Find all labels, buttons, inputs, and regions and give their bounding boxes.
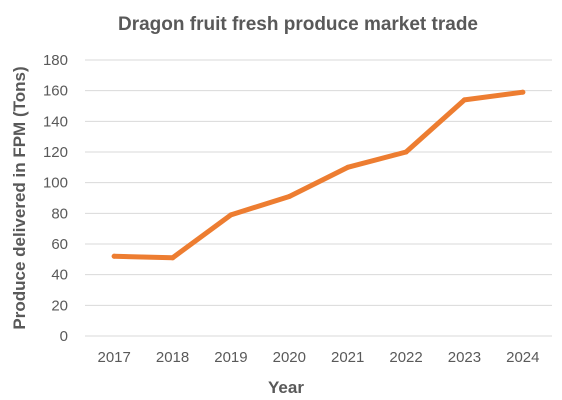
- x-tick-label: 2020: [273, 349, 306, 366]
- y-tick-label: 160: [43, 83, 68, 100]
- gridlines: [85, 59, 552, 337]
- x-tick-label: 2021: [331, 349, 364, 366]
- x-tick-label: 2024: [506, 349, 539, 366]
- data-point: [111, 253, 117, 259]
- data-point: [228, 212, 234, 218]
- y-tick-label: 0: [60, 328, 68, 345]
- y-tick-label: 40: [51, 267, 68, 284]
- y-tick-label: 140: [43, 113, 68, 130]
- data-point: [403, 149, 409, 155]
- y-tick-label: 100: [43, 175, 68, 192]
- data-point: [170, 255, 176, 261]
- x-tick-label: 2019: [214, 349, 247, 366]
- x-tick-label: 2023: [448, 349, 481, 366]
- data-point: [286, 193, 292, 199]
- series-line: [111, 89, 526, 261]
- x-tick-label: 2017: [98, 349, 131, 366]
- y-tick-label: 60: [51, 236, 68, 253]
- data-point: [520, 89, 526, 95]
- x-axis-ticks: 2017 2018 2019 2020 2021 2022 2023 2024: [98, 349, 540, 366]
- chart-title: Dragon fruit fresh produce market trade: [118, 14, 478, 35]
- x-tick-label: 2022: [389, 349, 422, 366]
- x-tick-label: 2018: [156, 349, 189, 366]
- y-axis-label: Produce delivered in FPM (Tons): [10, 66, 29, 329]
- y-tick-label: 80: [51, 205, 68, 222]
- series: [111, 89, 526, 261]
- data-point: [461, 97, 467, 103]
- y-axis-ticks: 0 20 40 60 80 100 120 140 160 180: [43, 52, 68, 345]
- y-tick-label: 180: [43, 52, 68, 69]
- y-tick-label: 120: [43, 144, 68, 161]
- data-point: [345, 164, 351, 170]
- y-tick-label: 20: [51, 297, 68, 314]
- x-axis-label: Year: [268, 378, 304, 397]
